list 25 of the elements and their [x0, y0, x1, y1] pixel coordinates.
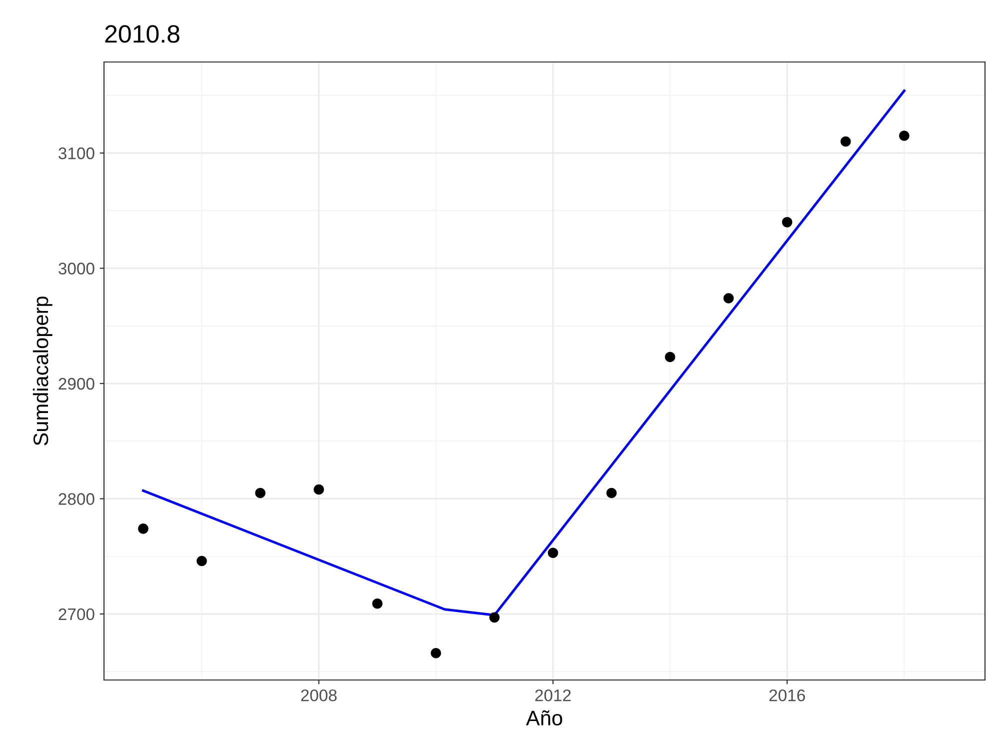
- point: [548, 548, 558, 558]
- y-axis-title: Sumdiacaloperp: [32, 296, 52, 446]
- y-tick-label: 2800: [58, 493, 94, 505]
- point: [372, 598, 383, 609]
- x-tick-label: 2016: [769, 689, 805, 702]
- point: [664, 352, 676, 362]
- y-tick-label: 3000: [58, 262, 94, 274]
- point: [196, 556, 207, 566]
- y-tick-label: 2900: [58, 378, 94, 390]
- x-tick-label: 2012: [535, 689, 571, 702]
- point: [138, 524, 148, 534]
- x-tick-label: 2008: [301, 689, 337, 702]
- chart-title: 2010.8: [105, 25, 180, 43]
- point: [430, 648, 442, 658]
- point: [723, 293, 734, 304]
- point: [255, 488, 266, 498]
- point: [782, 217, 792, 228]
- point: [840, 136, 851, 147]
- point: [314, 484, 324, 495]
- point: [606, 488, 617, 498]
- y-tick-label: 3100: [58, 147, 94, 160]
- point: [489, 612, 500, 623]
- y-tick-label: 2700: [58, 608, 94, 620]
- point: [899, 130, 910, 141]
- x-axis-title: Año: [526, 710, 562, 726]
